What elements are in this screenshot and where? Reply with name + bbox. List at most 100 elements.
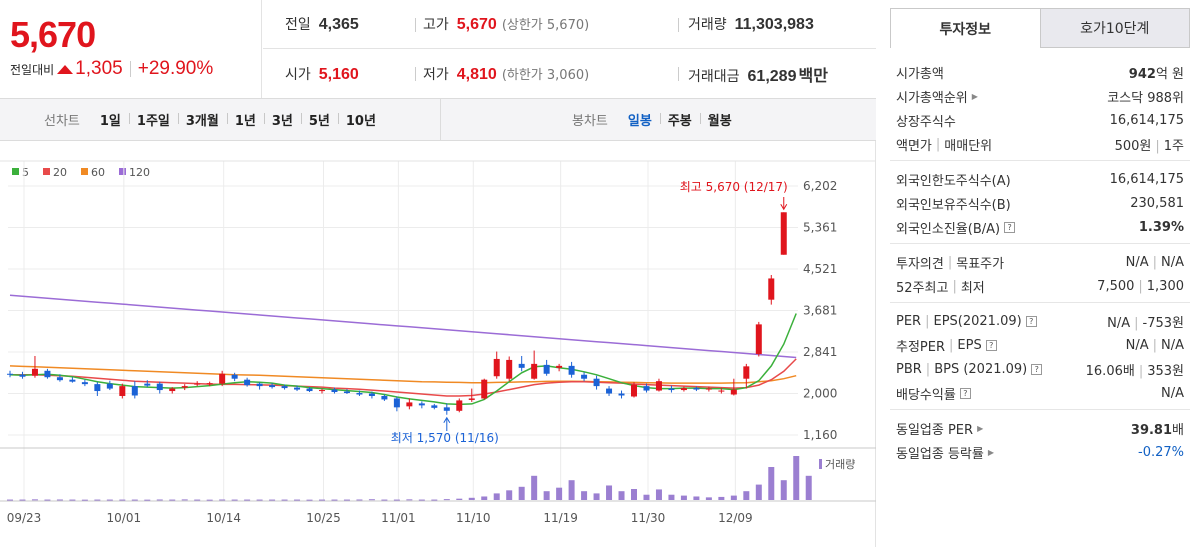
volume-bar [81,499,88,501]
industry-rate-label: 동일업종 등락률 [896,446,984,462]
low-value: 4,810 [456,65,497,83]
volume-bar [768,467,775,500]
candle-body [219,373,226,384]
period-5y[interactable]: 5년 [300,110,338,129]
help-icon[interactable]: ? [1031,363,1043,375]
candle-body [606,388,613,394]
opinion-value-wrap: N/A | N/A [1126,255,1184,270]
divider [678,67,679,81]
period-1w[interactable]: 1주일 [128,110,178,129]
candlestick-chart[interactable]: 5 20 60 120 거래량 최고 5,670 (12/17) 최저 1,570 (1… [0,141,876,547]
open-value: 5,160 [318,65,359,83]
y-tick-label: 6,202 [803,179,837,193]
row-foreign-limit: 외국인한도주식수(A) 16,614,175 [896,167,1184,191]
volume-bar [319,499,325,501]
volume-bar [618,491,625,500]
dividend-label-wrap: 배당수익률? [896,384,971,403]
candle-body [431,405,438,408]
volume-bar [106,499,113,501]
candle-body [94,384,101,392]
low-label: 저가 [423,66,449,83]
period-1y[interactable]: 1년 [226,110,264,129]
divider: | [925,313,930,329]
candle-monthly[interactable]: 월봉 [699,110,740,129]
period-3y[interactable]: 3년 [263,110,301,129]
tab-orderbook-10[interactable]: 호가10단계 [1040,8,1190,48]
volume-legend-swatch [819,459,822,469]
candle-body [468,398,475,400]
x-tick-label: 11/01 [381,511,416,525]
help-icon[interactable]: ? [1004,221,1016,233]
volume-bars: 거래량 [7,456,855,501]
amount-value: 61,289 [747,67,797,85]
legend-swatch [119,168,126,175]
divider [678,18,679,32]
listed-shares-label: 상장주식수 [896,114,956,130]
candle-body [181,386,188,388]
divider [129,61,131,77]
volume-bar [481,496,488,500]
candle-body [743,366,750,379]
stock-chart[interactable]: 5 20 60 120 거래량 최고 5,670 (12/17) 최저 1,570 (1… [0,141,876,547]
divider: | [935,136,941,152]
volume-bar [94,499,101,501]
info-tabs: 투자정보 호가10단계 [890,8,1190,48]
candle-body [693,388,700,390]
candle-body [755,324,762,355]
volume-bar [518,486,525,500]
price-change-row: 전일대비 1,305 +29.90% [10,58,213,80]
x-tick-label: 09/23 [7,511,42,525]
est-eps-label: EPS [957,337,982,353]
y-tick-label: 1,160 [803,428,837,442]
foreign-ratio-label-wrap: 외국인소진율(B/A)? [896,218,1016,237]
candle-body [543,364,550,374]
candle-weekly[interactable]: 주봉 [659,110,700,129]
pbr-label: PBR [896,361,922,377]
candle-body [531,363,538,379]
candle-body [556,365,563,368]
row-par-value: 액면가 | 매매단위 500원 | 1주 [896,132,1184,156]
dividend-value: N/A [1161,385,1184,401]
candle-body [593,378,600,387]
period-1d[interactable]: 1일 [99,114,121,129]
line-chart-periods: 선차트 1일 1주일 3개월 1년 3년 5년 10년 [44,99,384,140]
candle-body [618,393,625,396]
investment-info-panel: 투자정보 호가10단계 시가총액 942억 원 시가총액순위 ▶ 코스닥 988위… [890,8,1190,468]
chart-toolbar: 선차트 1일 1주일 3개월 1년 3년 5년 10년 봉차트 일봉 주봉 월봉 [0,98,876,141]
volume-bar [543,491,550,500]
prev-close-label: 전일 [285,17,311,33]
help-icon[interactable]: ? [1025,315,1037,327]
axes: 6,202 5,361 4,521 3,681 2,841 2,000 1,160 09/23… [7,179,838,525]
market-cap-rank-label-wrap[interactable]: 시가총액순위 ▶ [896,87,978,106]
foreign-held-label: 외국인보유주식수(B) [896,197,1011,213]
volume-bar [643,494,650,500]
divider: | [1138,363,1144,379]
per-label-wrap: PER | EPS(2021.09)? [896,314,1037,329]
industry-per-unit: 배 [1172,422,1184,438]
candle-body [443,407,450,411]
candle-body [631,384,637,397]
lower-limit: (하한가 3,060) [501,67,590,83]
volume-bar [119,499,126,501]
volume-bar [206,499,213,501]
candle-body [506,359,513,379]
caret-right-icon: ▶ [977,423,984,433]
period-10y[interactable]: 10년 [337,110,384,129]
legend-swatch [81,168,88,175]
candle-daily[interactable]: 일봉 [627,114,652,129]
per-value-wrap: N/A | -753원 [1107,312,1184,331]
help-icon[interactable]: ? [959,387,971,399]
foreign-limit-label: 외국인한도주식수(A) [896,173,1011,189]
volume-bar [693,496,700,500]
volume-bar [156,499,163,501]
period-3m[interactable]: 3개월 [177,110,227,129]
help-icon[interactable]: ? [985,339,997,351]
industry-per-label-wrap[interactable]: 동일업종 PER ▶ [896,419,983,438]
candle-body [393,398,400,408]
industry-rate-label-wrap[interactable]: 동일업종 등락률 ▶ [896,443,994,462]
volume-bar [606,485,613,500]
row-industry-per: 동일업종 PER ▶ 39.81배 [896,416,1184,440]
tab-investment-info[interactable]: 투자정보 [890,8,1041,48]
candle-body [568,365,575,375]
volume-bar [581,491,588,500]
